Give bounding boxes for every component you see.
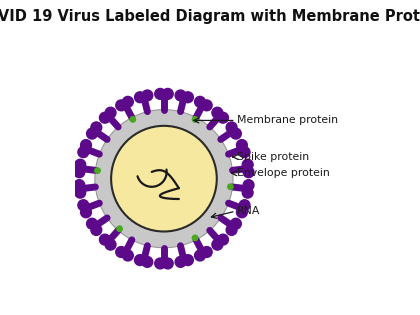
Circle shape [218,112,228,123]
Circle shape [91,225,102,235]
Circle shape [74,180,85,191]
Circle shape [117,226,122,232]
Circle shape [226,225,237,235]
Circle shape [81,207,92,218]
Circle shape [236,207,247,218]
Text: COVID 19 Virus Labeled Diagram with Membrane Protein: COVID 19 Virus Labeled Diagram with Memb… [0,9,420,24]
Circle shape [175,256,186,267]
Circle shape [162,89,173,99]
Text: Spike protein: Spike protein [237,152,309,162]
Circle shape [75,187,86,198]
Circle shape [123,250,133,261]
Circle shape [218,234,228,245]
Circle shape [192,235,198,241]
Circle shape [194,250,205,261]
Circle shape [183,92,193,103]
Circle shape [78,200,89,211]
Circle shape [130,117,136,122]
Text: Membrane protein: Membrane protein [237,115,338,125]
Circle shape [142,256,153,267]
Circle shape [105,239,116,250]
Circle shape [239,147,250,158]
Circle shape [81,140,92,151]
Circle shape [74,167,85,178]
Circle shape [242,187,253,198]
Circle shape [183,255,193,266]
Circle shape [116,100,126,111]
Circle shape [201,247,212,257]
Circle shape [212,239,223,250]
Circle shape [100,234,110,245]
Circle shape [75,159,86,170]
Circle shape [87,218,97,229]
Circle shape [243,180,254,191]
Circle shape [87,128,97,139]
Circle shape [236,140,247,151]
Circle shape [111,126,217,232]
Circle shape [242,159,253,170]
Circle shape [142,90,153,101]
Circle shape [78,147,89,158]
Circle shape [231,218,241,229]
Circle shape [105,107,116,118]
Circle shape [192,117,198,122]
Circle shape [228,184,233,189]
Circle shape [243,167,254,178]
Circle shape [175,90,186,101]
Circle shape [134,255,145,266]
Circle shape [91,122,102,133]
Text: Envelope protein: Envelope protein [237,168,330,178]
Circle shape [194,96,205,107]
Circle shape [231,128,241,139]
Circle shape [212,107,223,118]
Circle shape [95,110,233,248]
Circle shape [239,200,250,211]
Circle shape [123,96,133,107]
Circle shape [100,112,110,123]
Circle shape [226,122,237,133]
Circle shape [201,100,212,111]
Circle shape [134,92,145,103]
Circle shape [155,258,165,269]
Circle shape [155,89,165,99]
Circle shape [95,168,100,173]
Circle shape [116,247,126,257]
Circle shape [162,258,173,269]
Text: RNA: RNA [237,206,260,216]
